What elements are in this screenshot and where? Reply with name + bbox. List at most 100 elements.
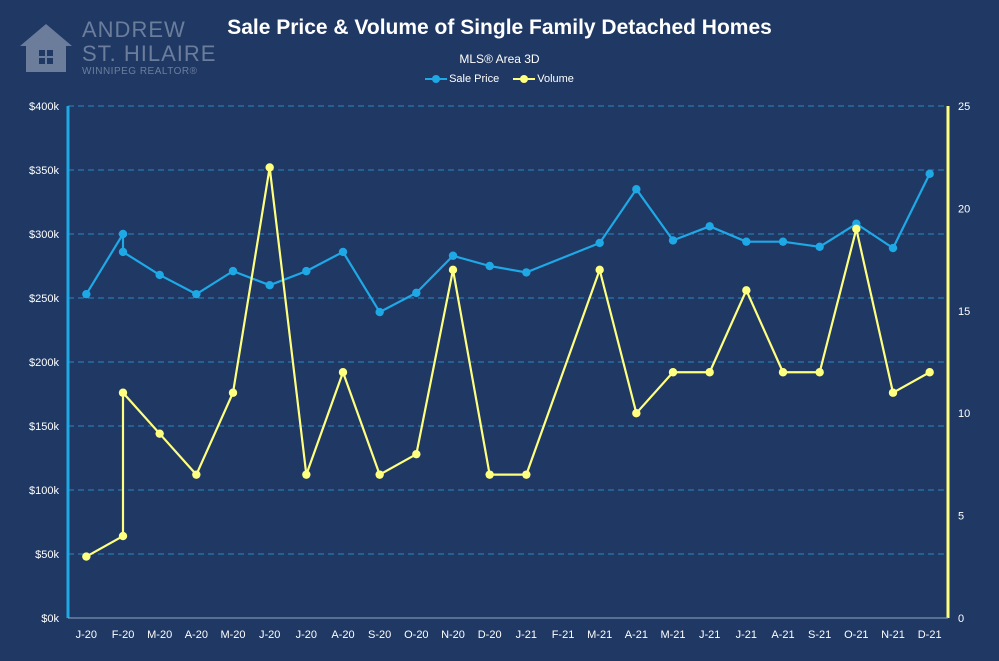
sale-price-point: [412, 288, 421, 298]
volume-point: [448, 265, 458, 275]
sale-price-point: [228, 266, 238, 276]
sale-price-point: [155, 270, 164, 280]
volume-point: [118, 531, 128, 541]
volume-point: [265, 163, 274, 172]
x-tick-label: J-21: [699, 629, 720, 641]
sale-price-point: [595, 238, 604, 248]
legend-label-sale-price: Sale Price: [449, 73, 500, 85]
sale-price-point: [522, 268, 531, 277]
x-tick-label: A-20: [331, 629, 354, 641]
sale-price-point: [815, 242, 824, 251]
sale-price-point: [668, 236, 678, 245]
volume-point: [925, 368, 934, 377]
sale-price-swatch: [425, 74, 448, 84]
sale-price-line: [85, 173, 931, 314]
y-right-tick-label: 10: [958, 408, 970, 420]
x-tick-label: N-20: [441, 629, 465, 641]
house-icon: [20, 24, 72, 72]
volume-point: [412, 449, 421, 459]
logo-line-1: ANDREW: [82, 17, 186, 42]
y-left-tick-label: $50k: [35, 549, 59, 561]
volume-point: [155, 429, 164, 438]
volume-point: [632, 409, 641, 418]
sale-price-point: [338, 247, 348, 257]
x-tick-label: F-21: [552, 629, 575, 641]
sale-price-point: [375, 307, 384, 317]
y-right-tick-label: 5: [958, 511, 964, 523]
logo-tagline: WINNIPEG REALTOR®: [82, 66, 198, 77]
x-tick-label: M-21: [660, 629, 685, 641]
volume-point: [118, 388, 128, 397]
x-tick-label: J-20: [76, 629, 97, 641]
x-tick-label: O-20: [404, 629, 428, 641]
y-right-tick-label: 25: [958, 101, 970, 113]
volume-point: [192, 470, 201, 479]
x-tick-label: M-20: [147, 629, 172, 641]
sale-price-point: [118, 247, 128, 257]
x-tick-label: S-20: [368, 629, 391, 641]
chart-subtitle: MLS® Area 3D: [459, 52, 540, 66]
y-left-tick-label: $0k: [41, 613, 59, 625]
volume-swatch: [513, 74, 536, 84]
x-tick-label: A-21: [625, 629, 648, 641]
sale-price-point: [742, 237, 751, 246]
x-tick-label: F-20: [112, 629, 135, 641]
x-tick-label: J-20: [259, 629, 280, 641]
volume-point: [595, 265, 604, 275]
x-tick-label: J-21: [736, 629, 757, 641]
x-tick-label: A-20: [185, 629, 208, 641]
sale-price-point: [888, 243, 898, 253]
sale-price-point: [925, 169, 934, 179]
sale-price-point: [82, 289, 91, 299]
volume-point: [485, 470, 494, 479]
sale-price-point: [778, 237, 788, 246]
volume-point: [338, 368, 348, 377]
volume-point: [742, 286, 751, 295]
volume-point: [522, 470, 531, 479]
x-tick-label: M-21: [587, 629, 612, 641]
sale-price-point: [118, 229, 128, 239]
volume-point: [888, 388, 898, 397]
y-left-tick-label: $200k: [29, 357, 59, 369]
x-tick-label: D-20: [478, 629, 502, 641]
volume-point: [815, 368, 824, 377]
y-right-tick-label: 20: [958, 203, 970, 215]
volume-point: [375, 470, 384, 479]
y-left-tick-label: $100k: [29, 485, 59, 497]
y-right-tick-label: 0: [958, 613, 964, 625]
logo-name: ANDREW ST. HILAIRE: [82, 18, 216, 66]
x-tick-label: A-21: [771, 629, 794, 641]
volume-point: [302, 470, 311, 479]
legend-label-volume: Volume: [537, 73, 574, 85]
volume-point: [852, 224, 861, 234]
volume-line: [85, 166, 931, 558]
x-tick-label: N-21: [881, 629, 905, 641]
sale-price-point: [302, 266, 311, 276]
x-tick-label: O-21: [844, 629, 868, 641]
x-tick-label: J-20: [296, 629, 317, 641]
y-left-tick-label: $150k: [29, 421, 59, 433]
y-left-tick-label: $350k: [29, 165, 59, 177]
y-left-tick-label: $250k: [29, 293, 59, 305]
legend-item-sale-price: Sale Price: [425, 73, 499, 85]
volume-point: [705, 368, 714, 377]
x-tick-label: D-21: [918, 629, 942, 641]
logo-line-2: ST. HILAIRE: [82, 41, 217, 66]
sale-price-point: [192, 289, 201, 299]
realtor-logo: ANDREW ST. HILAIRE WINNIPEG REALTOR®: [16, 18, 216, 80]
y-left-tick-label: $300k: [29, 229, 59, 241]
y-left-tick-label: $400k: [29, 101, 59, 113]
sale-price-point: [448, 251, 458, 260]
sale-price-point: [705, 222, 714, 231]
volume-point: [82, 552, 91, 561]
legend-item-volume: Volume: [513, 73, 574, 85]
volume-point: [228, 388, 238, 397]
volume-point: [778, 368, 788, 377]
chart-title: Sale Price & Volume of Single Family Det…: [227, 16, 772, 39]
sale-price-point: [485, 261, 494, 271]
y-right-tick-label: 15: [958, 306, 970, 318]
sale-price-point: [265, 281, 274, 290]
x-tick-label: M-20: [220, 629, 245, 641]
sale-price-point: [632, 185, 641, 194]
